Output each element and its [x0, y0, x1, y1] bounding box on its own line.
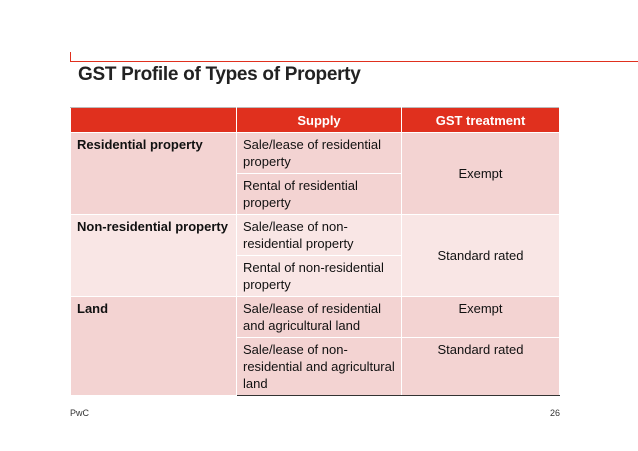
property-cell: Land [70, 296, 237, 396]
supply-cell: Rental of non-residential property [236, 255, 402, 297]
header-cell: Supply [236, 107, 402, 133]
header-cell [70, 107, 237, 133]
table-row: Rental of residential property [71, 173, 560, 215]
property-cell: Residential property [70, 132, 237, 215]
supply-cell: Sale/lease of residential and agricultur… [236, 296, 402, 338]
supply-cell: Sale/lease of residential property [236, 132, 402, 174]
property-table: Supply GST treatment Residential propert… [70, 107, 560, 396]
supply-cell: Rental of residential property [236, 173, 402, 215]
property-cell: Non-residential property [70, 214, 237, 297]
footer-brand: PwC [70, 408, 90, 418]
treatment-cell: Standard rated [401, 214, 560, 297]
page-number: 26 [549, 408, 560, 418]
header-cell: GST treatment [401, 107, 560, 133]
supply-cell: Sale/lease of non-residential property [236, 214, 402, 256]
treatment-cell: Exempt [401, 132, 560, 215]
accent-tick [70, 52, 71, 62]
accent-line [70, 61, 638, 62]
header-row: Supply GST treatment [70, 107, 560, 133]
slide-title: GST Profile of Types of Property [78, 64, 361, 85]
treatment-cell: Standard rated [401, 337, 560, 396]
treatment-cell: Exempt [401, 296, 560, 338]
supply-cell: Sale/lease of non-residential and agricu… [236, 337, 402, 396]
table-row: Non-residential property Sale/lease of no… [70, 214, 560, 297]
table-row: Residential property Sale/lease of reside… [70, 132, 560, 215]
table-row: Rental of non-residential property [71, 255, 560, 297]
table-row: Land Sale/lease of residential and agricu… [70, 296, 560, 396]
table-row: Sale/lease of non-residential and agricu… [71, 337, 560, 396]
